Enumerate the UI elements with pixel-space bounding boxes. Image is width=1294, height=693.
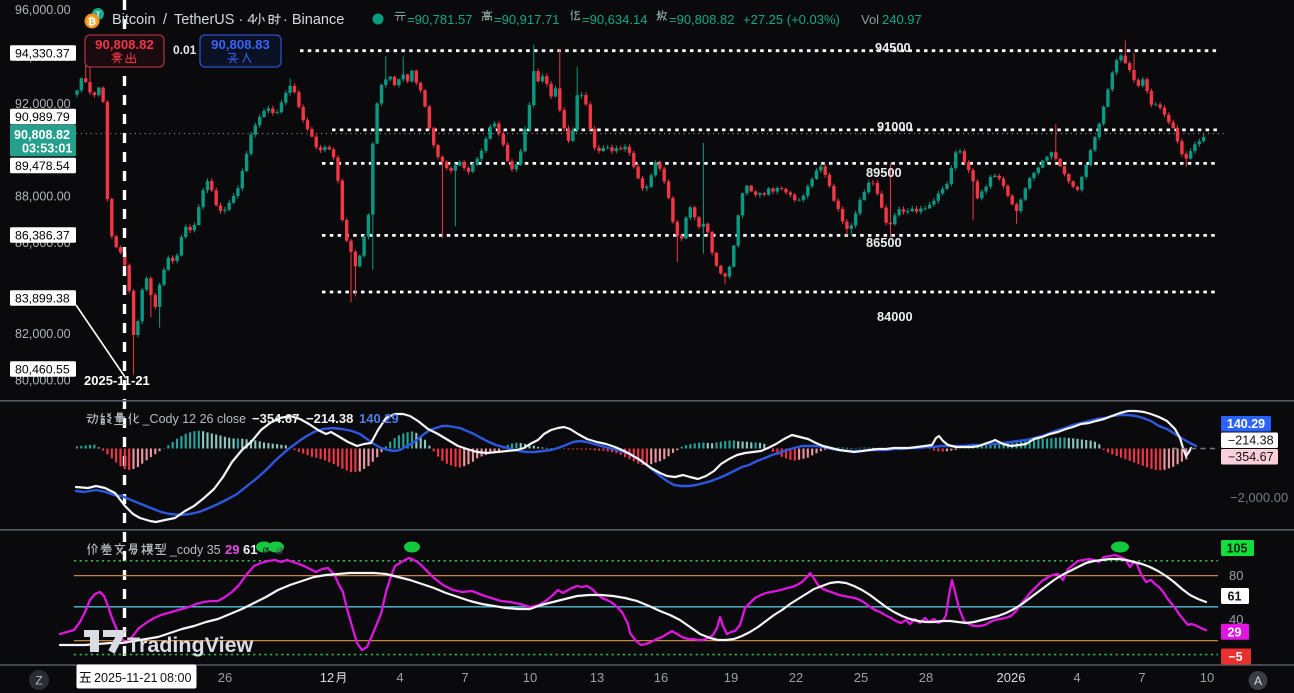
svg-text:/: / <box>163 12 168 28</box>
svg-text:03:53:01: 03:53:01 <box>22 142 72 156</box>
svg-text:08:00: 08:00 <box>160 671 192 685</box>
svg-text:=90,634.14: =90,634.14 <box>582 12 647 27</box>
svg-text:40: 40 <box>1229 612 1243 627</box>
svg-text:TetherUS · 4: TetherUS · 4 <box>174 12 255 28</box>
svg-text:29: 29 <box>225 542 239 557</box>
svg-text:94500: 94500 <box>875 40 911 55</box>
svg-text:4: 4 <box>396 670 403 685</box>
svg-text:−2,000.00: −2,000.00 <box>1230 490 1288 505</box>
svg-text:61: 61 <box>243 542 257 557</box>
svg-text:_cody 35: _cody 35 <box>169 543 221 557</box>
svg-text:140.29: 140.29 <box>359 411 399 426</box>
svg-text:−354.67: −354.67 <box>252 411 299 426</box>
svg-text:19: 19 <box>724 670 738 685</box>
svg-text:86500: 86500 <box>866 235 902 250</box>
svg-text:TradingView: TradingView <box>127 633 254 657</box>
svg-text:=90,917.71: =90,917.71 <box>494 12 559 27</box>
svg-text:90,808.82: 90,808.82 <box>95 37 154 52</box>
svg-text:94,330.37: 94,330.37 <box>15 46 70 60</box>
svg-text:83,899.38: 83,899.38 <box>15 291 70 305</box>
svg-text:96,000.00: 96,000.00 <box>15 3 71 17</box>
svg-text:Bitcoin: Bitcoin <box>112 12 156 28</box>
svg-text:· Binance: · Binance <box>283 12 344 28</box>
svg-text:140.29: 140.29 <box>1227 417 1265 431</box>
svg-text:−214.38: −214.38 <box>306 411 353 426</box>
svg-text:−5: −5 <box>1228 650 1242 664</box>
svg-text:=90,808.82: =90,808.82 <box>669 12 734 27</box>
svg-text:28: 28 <box>919 670 933 685</box>
svg-text:10: 10 <box>1200 670 1214 685</box>
svg-text:89,478.54: 89,478.54 <box>15 159 70 173</box>
svg-text:_Cody 12 26 close: _Cody 12 26 close <box>142 412 247 426</box>
svg-text:2026: 2026 <box>997 670 1026 685</box>
svg-text:10: 10 <box>523 670 537 685</box>
svg-text:90,989.79: 90,989.79 <box>15 110 70 124</box>
svg-text:26: 26 <box>218 670 232 685</box>
svg-text:7: 7 <box>1138 670 1145 685</box>
svg-text:61: 61 <box>1228 590 1242 604</box>
svg-text:84000: 84000 <box>877 309 913 324</box>
svg-text:=90,781.57: =90,781.57 <box>407 12 472 27</box>
svg-text:16: 16 <box>654 670 668 685</box>
svg-text:2025-11-21: 2025-11-21 <box>94 671 158 685</box>
svg-text:4: 4 <box>1073 670 1080 685</box>
svg-text:25: 25 <box>854 670 868 685</box>
svg-text:90,808.82: 90,808.82 <box>14 128 70 142</box>
svg-text:91000: 91000 <box>877 119 913 134</box>
svg-text:80,000.00: 80,000.00 <box>15 374 71 388</box>
svg-text:2025-11-21: 2025-11-21 <box>84 373 150 388</box>
svg-text:80,460.55: 80,460.55 <box>15 362 70 376</box>
svg-text:80: 80 <box>1229 568 1243 583</box>
svg-text:−214.38: −214.38 <box>1228 434 1274 448</box>
svg-text:105: 105 <box>1227 542 1248 556</box>
svg-text:+27.25 (+0.03%): +27.25 (+0.03%) <box>743 12 840 27</box>
svg-text:92,000.00: 92,000.00 <box>15 97 71 111</box>
svg-text:82,000.00: 82,000.00 <box>15 327 71 341</box>
svg-text:13: 13 <box>590 670 604 685</box>
svg-text:Z: Z <box>35 674 42 688</box>
svg-text:29: 29 <box>1228 625 1242 639</box>
svg-text:₿: ₿ <box>88 16 96 28</box>
svg-text:12: 12 <box>320 670 334 685</box>
svg-text:ø: ø <box>262 543 270 557</box>
svg-text:A: A <box>1254 674 1262 688</box>
svg-text:90,808.83: 90,808.83 <box>211 37 270 52</box>
svg-text:240.97: 240.97 <box>882 12 922 27</box>
svg-text:Vol: Vol <box>861 12 879 27</box>
svg-text:−354.67: −354.67 <box>1228 450 1274 464</box>
svg-text:0.01: 0.01 <box>173 43 197 57</box>
svg-text:7: 7 <box>461 670 468 685</box>
svg-text:89500: 89500 <box>866 165 902 180</box>
svg-text:22: 22 <box>789 670 803 685</box>
svg-text:ø: ø <box>276 543 284 557</box>
svg-text:86,386.37: 86,386.37 <box>15 228 70 242</box>
svg-text:88,000.00: 88,000.00 <box>15 190 71 204</box>
svg-text:T: T <box>95 10 101 20</box>
